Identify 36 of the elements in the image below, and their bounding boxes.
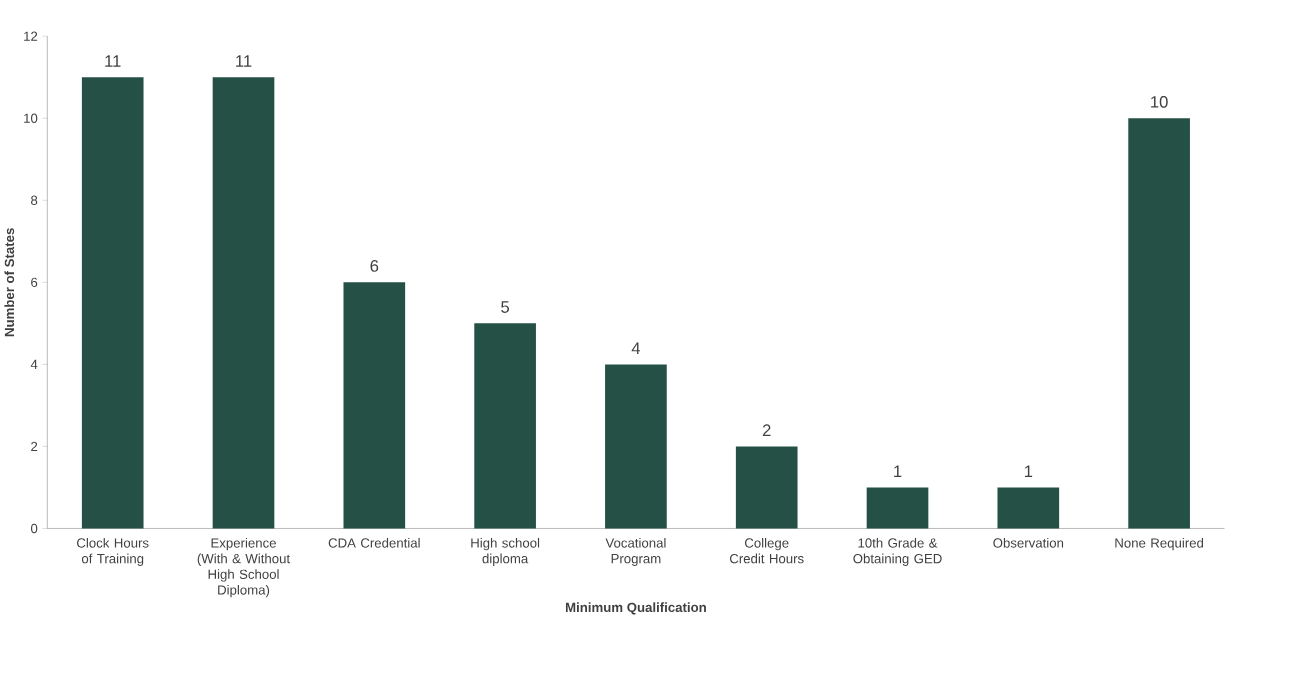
x-tick-label: CDA Credential (328, 537, 420, 548)
y-tick-label: 8 (31, 195, 38, 205)
y-tick-label: 2 (31, 441, 38, 451)
y-tick-label: 12 (24, 31, 38, 41)
data-label: 11 (105, 55, 121, 67)
y-tick-label: 4 (30, 359, 38, 369)
y-tick-label: 10 (24, 113, 38, 123)
data-label: 1 (1024, 465, 1033, 477)
bar (997, 487, 1060, 529)
x-tick-label: College Credit Hours (729, 537, 804, 564)
data-label: 10 (1151, 95, 1168, 108)
bar (866, 487, 929, 529)
x-tick-label: High school diploma (471, 537, 540, 566)
bar (81, 77, 144, 529)
data-label: 2 (762, 424, 771, 436)
bar (735, 446, 798, 529)
x-axis-title: Minimum Qualification (565, 602, 706, 615)
x-tick-label: Vocational Program (605, 537, 666, 566)
data-label: 11 (236, 55, 252, 67)
x-tick-label: Clock Hours of Training (77, 537, 149, 566)
x-tick-label: Experience (With & Without High School Diploma) (197, 537, 291, 598)
x-tick-label: None Required (1115, 537, 1204, 551)
bar (343, 282, 406, 529)
data-label: 1 (894, 465, 902, 477)
y-tick-label: 6 (31, 277, 38, 287)
y-axis-title: Number of States (4, 228, 15, 337)
bar (605, 364, 667, 529)
x-tick-label: Observation (993, 537, 1064, 548)
data-label: 5 (501, 301, 510, 313)
bar (212, 77, 275, 529)
data-label: 6 (370, 259, 379, 272)
bar (474, 323, 536, 529)
data-label: 4 (631, 342, 641, 354)
bar (1128, 118, 1190, 529)
y-tick-label: 0 (30, 523, 38, 534)
x-tick-label: 10th Grade & Obtaining GED (853, 537, 942, 566)
